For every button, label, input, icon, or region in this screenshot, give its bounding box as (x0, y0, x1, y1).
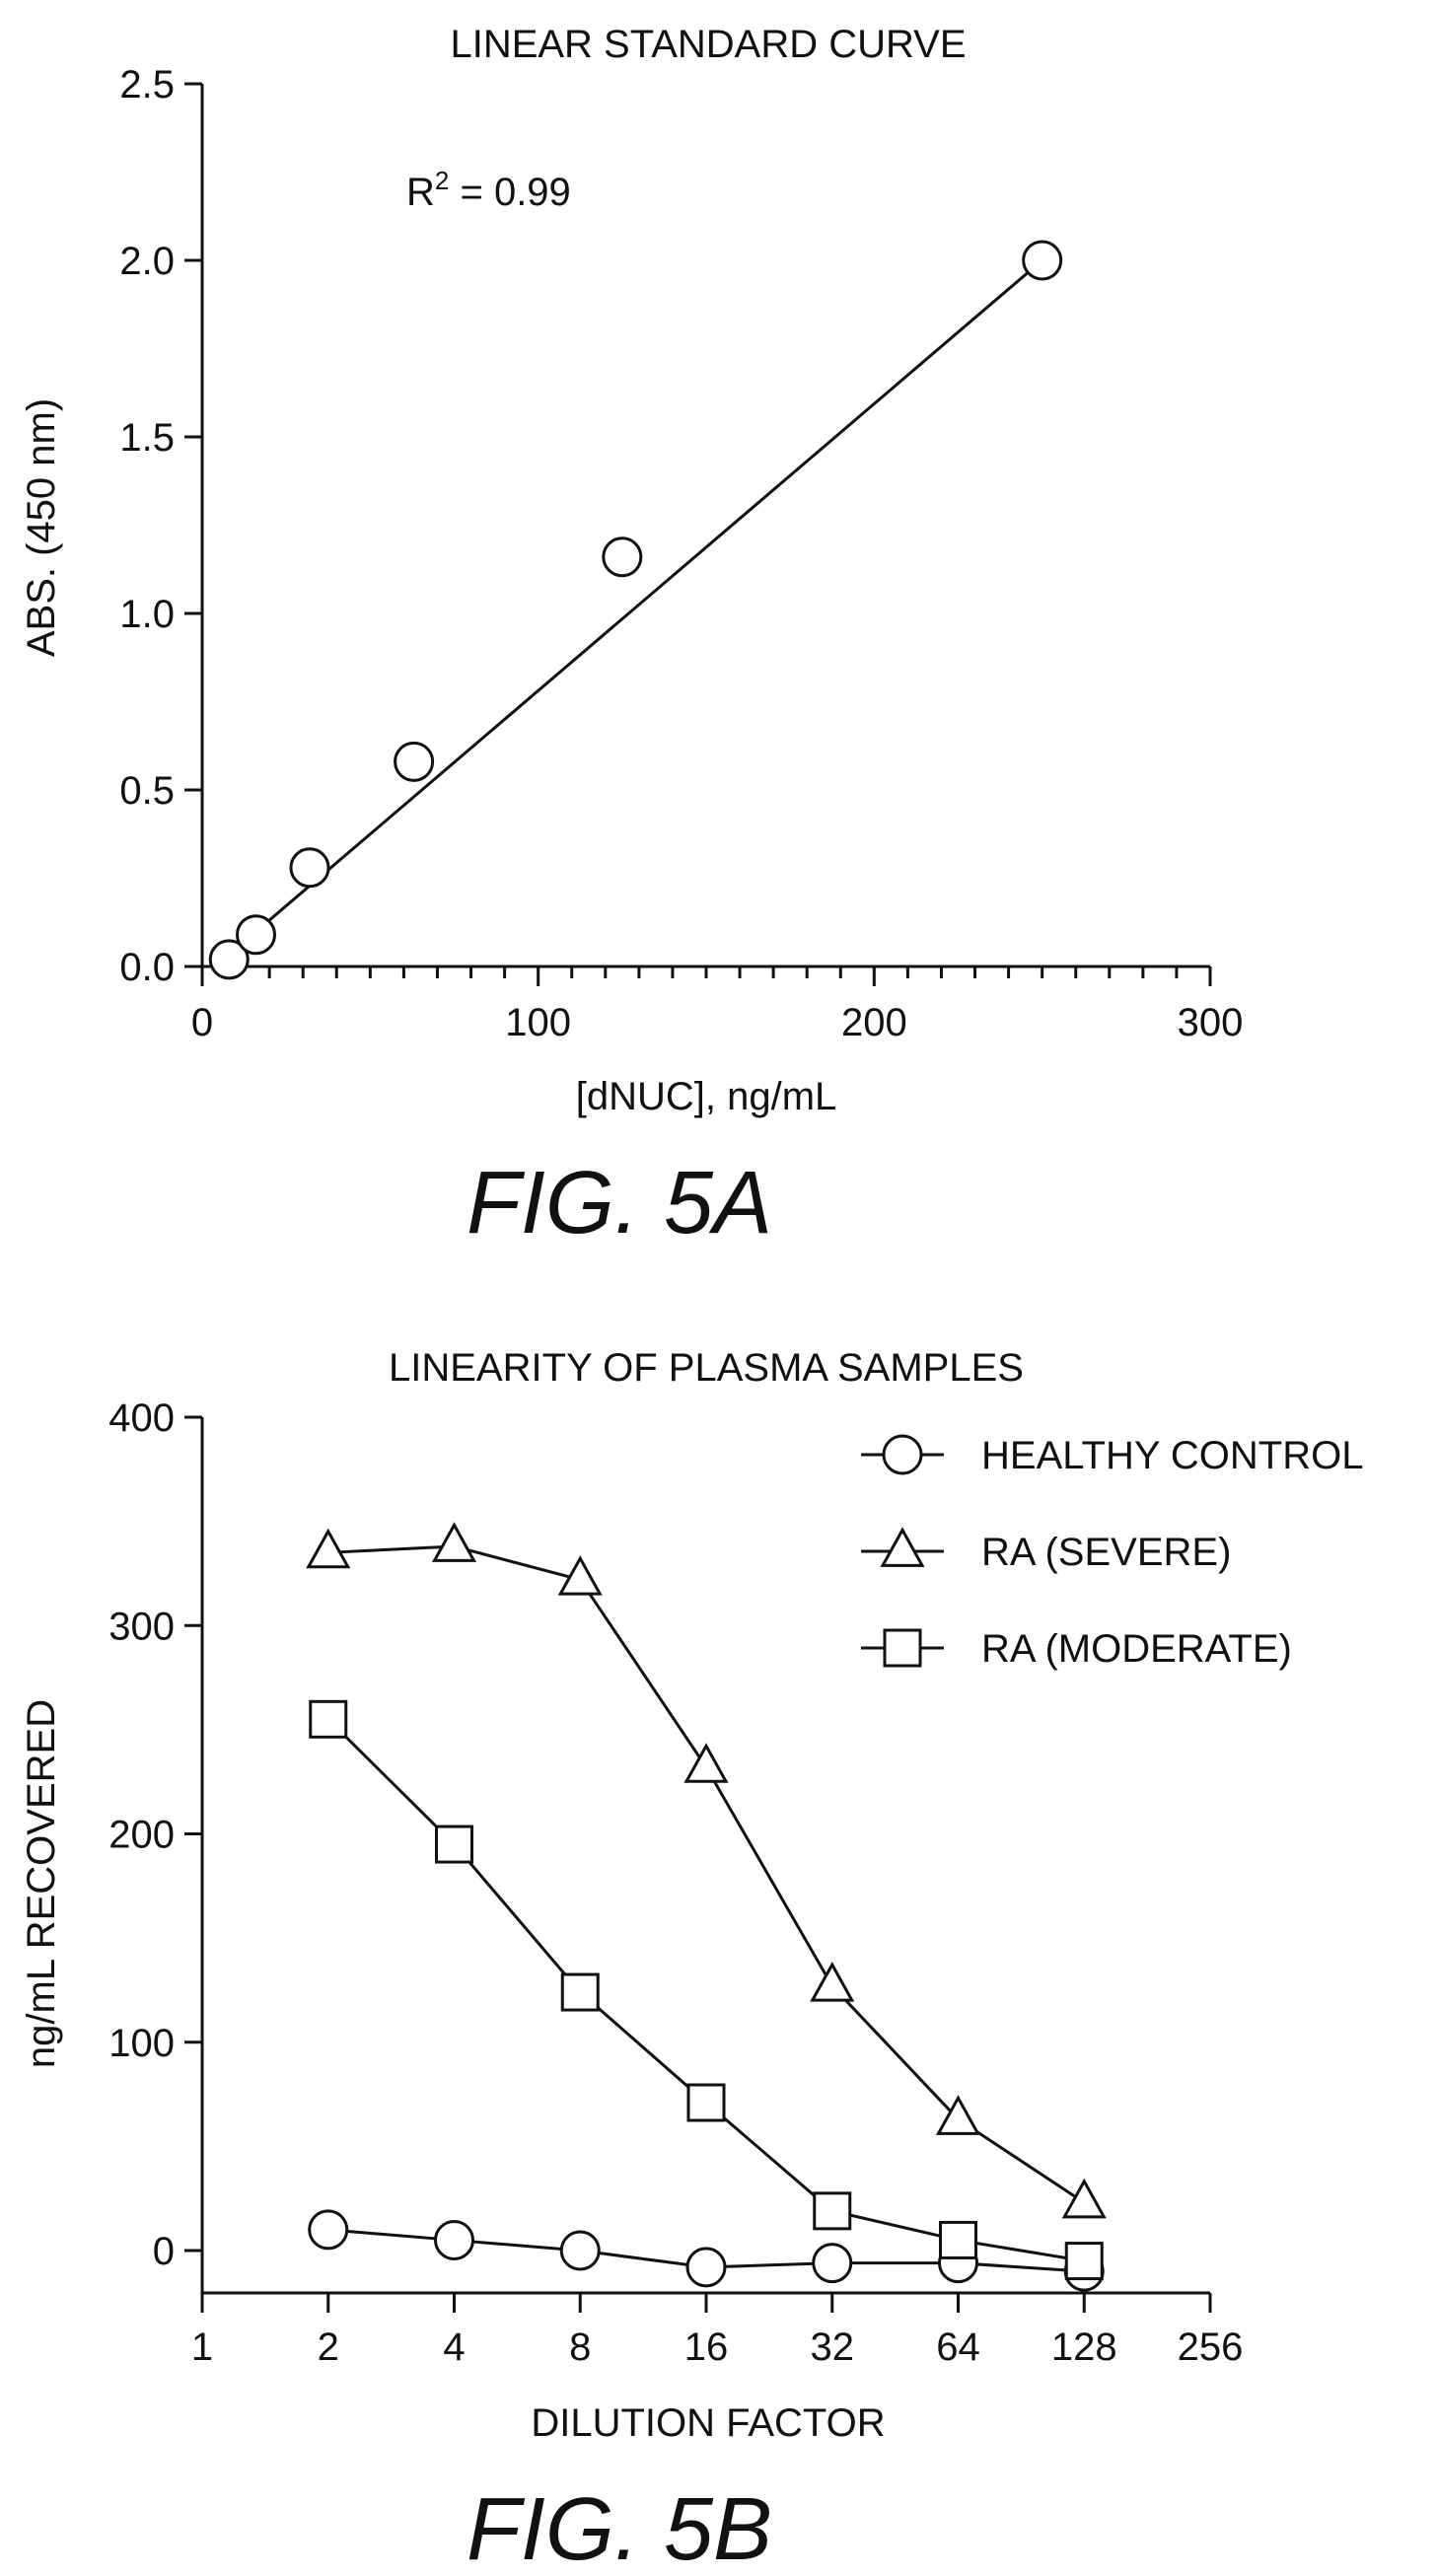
data-point (394, 741, 435, 782)
y-tick-label: 0 (153, 2230, 175, 2273)
x-tick-label: 2 (318, 2326, 339, 2369)
data-point (810, 1962, 855, 2002)
data-point (1064, 2242, 1104, 2281)
chart-5b-y-label: ng/mL RECOVERED (20, 1699, 63, 2068)
x-tick-label: 256 (1178, 2326, 1244, 2369)
chart-5a-fit-line (235, 258, 1043, 951)
data-point (289, 847, 330, 889)
x-tick-label: 64 (936, 2326, 980, 2369)
data-point (935, 2095, 981, 2135)
series-square (309, 1699, 1104, 2281)
y-tick-label: 0.5 (119, 769, 175, 813)
data-point (686, 2083, 726, 2122)
figure-label-5b: FIG. 5B (467, 2480, 772, 2576)
figure-label-5a: FIG. 5A (467, 1154, 772, 1252)
data-point (306, 1528, 351, 1569)
y-tick-label: 0.0 (119, 946, 175, 989)
x-tick-label: 200 (841, 1001, 907, 1044)
series-line (326, 1718, 1085, 2263)
y-tick-label: 1.0 (119, 593, 175, 636)
chart-5a-x-ticks: 0 100 200 300 (191, 966, 1244, 1044)
legend-item: HEALTHY CONTROL (861, 1434, 1363, 1477)
legend-marker (882, 1434, 923, 1475)
data-point (939, 2220, 977, 2259)
data-point (683, 1743, 729, 1783)
x-tick-label: 128 (1051, 2326, 1117, 2369)
chart-5a-title: LINEAR STANDARD CURVE (450, 23, 966, 66)
legend-marker (883, 1628, 922, 1668)
y-tick-label: 200 (108, 1814, 175, 1857)
data-point (236, 914, 277, 956)
data-point (602, 537, 643, 578)
x-tick-label: 0 (191, 1001, 213, 1044)
chart-5b-x-ticks: 1 2 4 8 16 32 64 128 256 (191, 2293, 1244, 2369)
chart-5a-y-ticks: 0.0 0.5 1.0 1.5 2.0 2.5 (119, 63, 202, 989)
x-tick-label: 8 (569, 2326, 591, 2369)
x-tick-label: 1 (191, 2326, 213, 2369)
y-tick-label: 1.5 (119, 416, 175, 460)
data-point (813, 2191, 852, 2231)
chart-5a: LINEAR STANDARD CURVE R2 = 0.99 0 100 200 3… (20, 23, 1243, 1252)
x-tick-label: 300 (1178, 1001, 1244, 1044)
chart-5a-x-label: [dNUC], ng/mL (576, 1075, 837, 1118)
chart-5b-y-ticks: 0 100 200 300 400 (108, 1396, 202, 2273)
chart-5b-x-label: DILUTION FACTOR (531, 2401, 885, 2445)
y-tick-label: 400 (108, 1396, 175, 1440)
data-point (1061, 2178, 1107, 2219)
data-point (812, 2243, 853, 2284)
chart-5b-series (306, 1522, 1107, 2292)
legend-label: RA (MODERATE) (981, 1627, 1292, 1671)
chart-5a-points (208, 240, 1063, 980)
data-point (560, 1972, 600, 2012)
x-tick-label: 100 (505, 1001, 571, 1044)
series-circle (308, 2209, 1105, 2292)
data-point (431, 1522, 477, 1562)
data-point (1022, 240, 1063, 281)
chart-5a-y-label: ABS. (450 nm) (20, 398, 63, 657)
data-point (308, 2209, 349, 2251)
data-point (435, 1825, 473, 1864)
series-triangle (306, 1522, 1107, 2219)
data-point (434, 2219, 474, 2260)
y-tick-label: 300 (108, 1605, 175, 1648)
legend-item: RA (SEVERE) (861, 1527, 1231, 1574)
y-tick-label: 2.5 (119, 63, 175, 107)
chart-5a-annotation: R2 = 0.99 (406, 166, 571, 214)
chart-5b-title: LINEARITY OF PLASMA SAMPLES (389, 1346, 1024, 1390)
data-point (309, 1699, 348, 1739)
chart-5b-legend: HEALTHY CONTROL RA (SEVERE) RA (MODERATE) (861, 1434, 1363, 1671)
y-tick-label: 100 (108, 2022, 175, 2065)
x-tick-label: 4 (443, 2326, 465, 2369)
data-point (557, 1555, 603, 1596)
legend-marker (880, 1527, 925, 1567)
chart-5b: LINEARITY OF PLASMA SAMPLES 1 2 4 8 16 32 64 12… (20, 1346, 1363, 2576)
legend-item: RA (MODERATE) (861, 1627, 1292, 1671)
data-point (685, 2247, 727, 2288)
y-tick-label: 2.0 (119, 240, 175, 283)
data-point (208, 939, 250, 980)
x-tick-label: 32 (811, 2326, 855, 2369)
legend-label: RA (SEVERE) (981, 1531, 1231, 1574)
data-point (559, 2230, 601, 2271)
legend-label: HEALTHY CONTROL (981, 1434, 1363, 1477)
x-tick-label: 16 (684, 2326, 729, 2369)
